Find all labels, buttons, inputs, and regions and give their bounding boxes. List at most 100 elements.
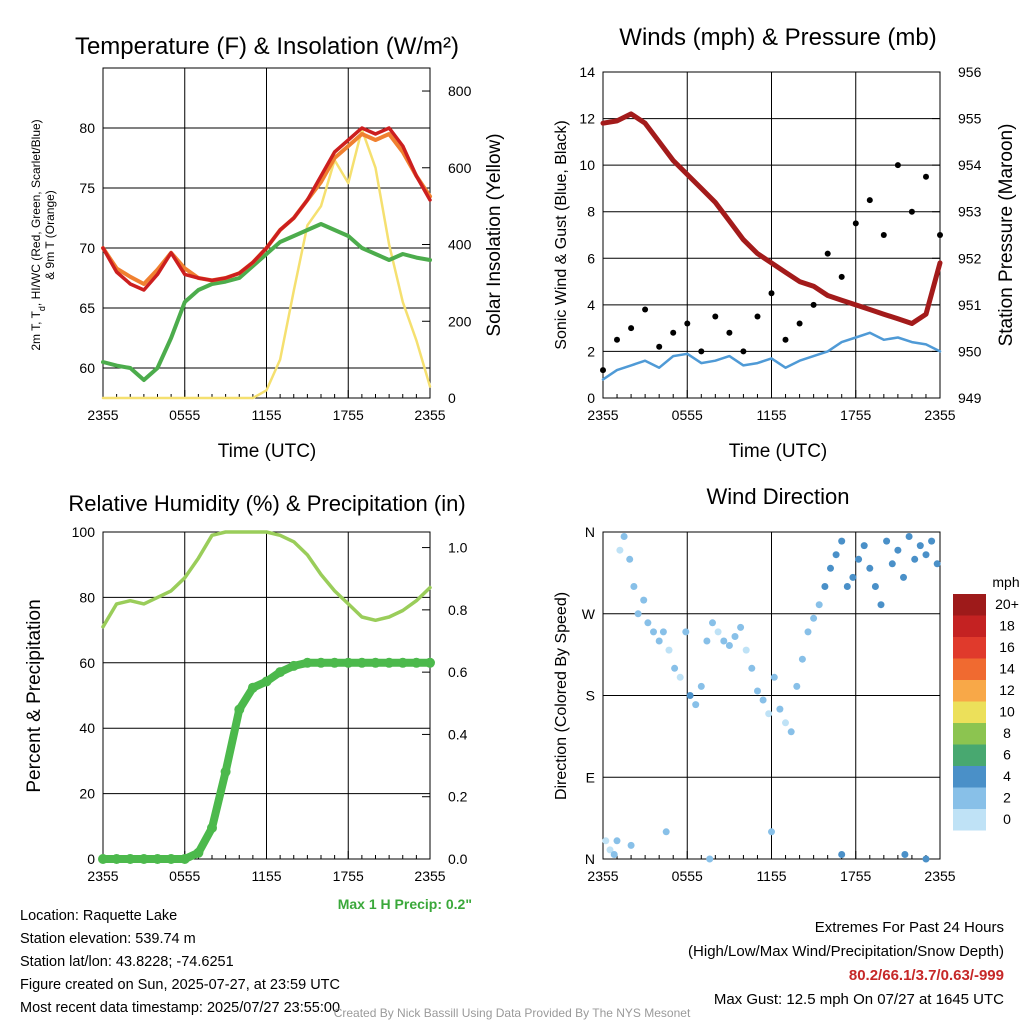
direction-point [626,555,634,563]
y-tick-label: 80 [79,120,95,136]
y2-tick-label: 400 [448,237,472,253]
direction-point [933,560,941,568]
extremes-values: 80.2/66.1/3.7/0.63/-999 [848,967,1004,984]
precip-point [193,847,204,858]
extremes-heading: Extremes For Past 24 Hours [814,919,1004,936]
x-tick-label: 1155 [251,868,281,884]
temperature-title: Temperature (F) & Insolation (W/m²) [75,33,459,60]
temp-2m-line [101,126,432,292]
speed-legend-swatch [953,723,986,745]
gust-point [782,336,789,343]
gust-point [894,162,901,169]
gust-point [712,313,719,320]
speed-legend-label: 18 [999,618,1015,634]
direction-point [620,533,628,540]
temperature-x-label: Time (UTC) [218,441,317,462]
speed-legend-label: 20+ [995,596,1019,612]
precip-point [98,854,108,864]
winds-y-label: Sonic Wind & Gust (Blue, Black) [553,120,570,349]
direction-point [742,646,750,654]
x-tick-label: 0555 [169,868,200,884]
gust-point [684,320,691,327]
y2-tick-label: 200 [448,313,472,329]
y-tick-label: 40 [79,720,95,736]
direction-point [860,542,868,550]
y2-tick-label: 0.8 [448,602,468,618]
direction-point [709,619,716,627]
direction-point [650,628,657,636]
y-tick-label: 14 [579,64,595,80]
y-tick-label: S [586,688,595,704]
y-tick-label: 100 [72,524,96,540]
speed-legend-label: 4 [1003,768,1011,784]
y-tick-label: 6 [587,250,595,266]
gust-point [838,273,845,280]
speed-legend-swatch [953,680,986,702]
x-tick-label: 0555 [672,868,703,884]
temperature-y-label-sub: d [37,306,47,311]
precip-point [261,676,272,687]
direction-point [671,664,679,672]
y-tick-label: 20 [79,786,95,802]
humidity-panel: Relative Humidity (%) & Precipitation (i… [24,491,468,884]
winds-panel: Winds (mph) & Pressure (mb) 2355 0555 1155… [553,24,1017,462]
direction-point [697,682,705,690]
gust-point [768,290,775,297]
temperature-plot: 2355 0555 1155 1755 235560657075800200400600… [79,67,472,423]
y2-tick-label: 955 [958,111,982,127]
direction-point [832,551,840,559]
gust-point [642,306,649,313]
gust-point [923,173,929,180]
speed-legend-label: 0 [1003,811,1011,827]
direction-point [911,555,919,563]
x-tick-label: 2355 [414,868,445,884]
humidity-title: Relative Humidity (%) & Precipitation (i… [68,491,465,516]
direction-point [676,673,684,681]
direction-point [877,601,885,609]
direction-point [706,855,714,863]
gust-point [866,197,873,204]
direction-point [843,583,851,590]
gust-point [628,325,635,332]
speed-legend-swatch [953,787,986,809]
speed-legend-label: 6 [1003,747,1011,763]
direction-point [627,841,635,849]
gust-point [937,232,943,238]
direction-point [827,564,834,572]
x-tick-label: 1155 [756,868,786,884]
gust-point [614,336,620,343]
direction-y-label: Direction (Colored By Speed) [553,592,570,800]
direction-point [871,583,879,590]
precip-point [207,822,217,833]
direction-point [640,596,648,604]
gust-point [726,329,733,336]
winds-plot: 2355 0555 1155 1755 235502468101214949950951… [579,64,981,423]
precip-point [411,657,422,668]
direction-point [776,705,784,713]
station-location: Location: Raquette Lake [20,908,178,924]
pressure-line [600,111,943,326]
y-tick-label: 10 [579,157,595,173]
extremes-subheading: (High/Low/Max Wind/Precipitation/Snow De… [688,943,1004,960]
direction-point [838,851,846,858]
direction-point [810,614,818,622]
y2-tick-label: 0 [448,390,456,406]
direction-point [804,628,812,636]
y-tick-label: 0 [587,390,595,406]
y2-tick-label: 1.0 [448,540,468,556]
station-info: Location: Raquette Lake Station elevatio… [20,905,340,1020]
speed-legend-swatch [953,615,986,637]
gust-point [852,220,859,227]
direction-point [737,623,745,631]
gust-point [908,208,915,215]
speed-legend-title: mph [992,574,1019,590]
y2-tick-label: 600 [448,160,472,176]
credit-line: Created By Nick Bassill Using Data Provi… [333,1006,691,1020]
speed-legend-label: 16 [999,639,1015,655]
direction-point [634,610,642,618]
y-tick-label: 2 [587,343,595,359]
extremes-block: Extremes For Past 24 Hours (High/Low/Max… [688,916,1004,1012]
y2-tick-label: 0.0 [448,851,468,867]
